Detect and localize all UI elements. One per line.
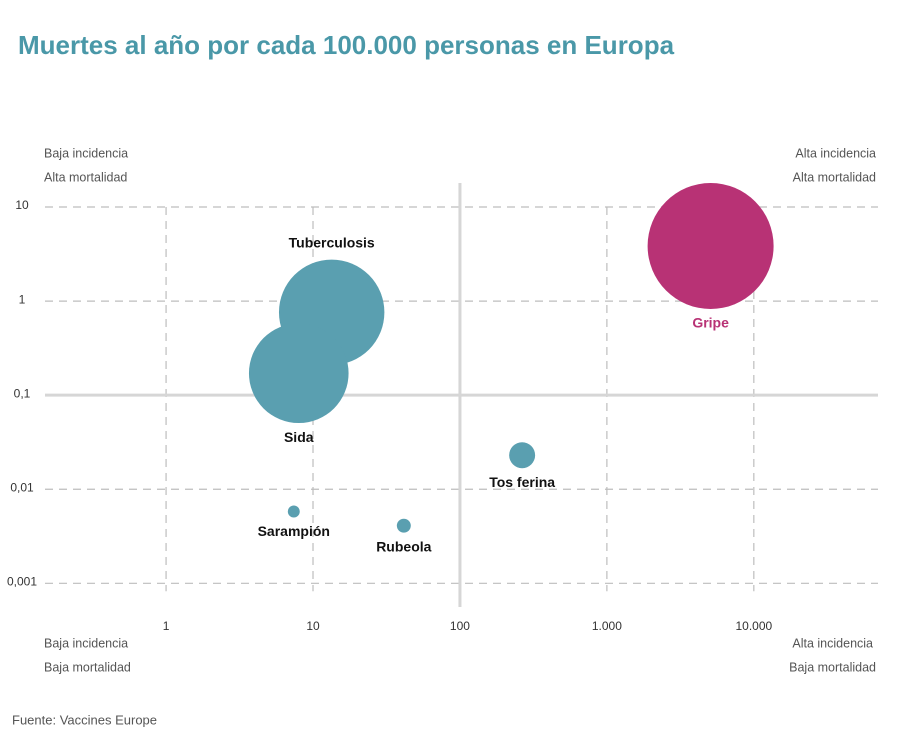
corner-annotation: Alta mortalidad bbox=[793, 170, 876, 184]
x-tick-label: 1.000 bbox=[592, 619, 622, 633]
chart-title: Muertes al año por cada 100.000 personas… bbox=[18, 30, 675, 60]
corner-annotation: Alta incidencia bbox=[792, 636, 873, 650]
corner-annotation: Baja mortalidad bbox=[44, 660, 131, 674]
bubble-label: Rubeola bbox=[376, 538, 431, 554]
y-tick-label: 1 bbox=[19, 292, 26, 306]
corner-annotation: Baja mortalidad bbox=[789, 660, 876, 674]
source-note: Fuente: Vaccines Europe bbox=[12, 712, 157, 727]
bubble-label: Tuberculosis bbox=[289, 234, 375, 250]
bubble bbox=[248, 323, 349, 424]
bubble bbox=[396, 518, 411, 533]
y-tick-label: 10 bbox=[15, 198, 29, 212]
bubble-label: Sarampión bbox=[258, 523, 330, 539]
corner-annotation: Baja incidencia bbox=[44, 146, 128, 160]
bubble-label: Gripe bbox=[692, 315, 729, 331]
corner-annotation: Alta mortalidad bbox=[44, 170, 127, 184]
x-tick-label: 10 bbox=[306, 619, 320, 633]
grid-layer bbox=[45, 183, 878, 607]
bubble-label: Tos ferina bbox=[489, 474, 555, 490]
corner-annotation: Baja incidencia bbox=[44, 636, 128, 650]
y-tick-label: 0,1 bbox=[14, 386, 31, 400]
y-tick-label: 0,01 bbox=[10, 480, 34, 494]
bubble-label: Sida bbox=[284, 429, 314, 445]
bubble bbox=[509, 442, 536, 469]
corner-annotation: Alta incidencia bbox=[795, 146, 876, 160]
bubble bbox=[647, 183, 774, 310]
x-tick-label: 100 bbox=[450, 619, 470, 633]
x-tick-label: 1 bbox=[163, 619, 170, 633]
bubble bbox=[287, 505, 300, 518]
x-tick-label: 10.000 bbox=[735, 619, 772, 633]
y-tick-label: 0,001 bbox=[7, 574, 37, 588]
mark-layer: Gripe Tuberculosis Sida Tos ferina Sarampión… bbox=[248, 183, 774, 554]
